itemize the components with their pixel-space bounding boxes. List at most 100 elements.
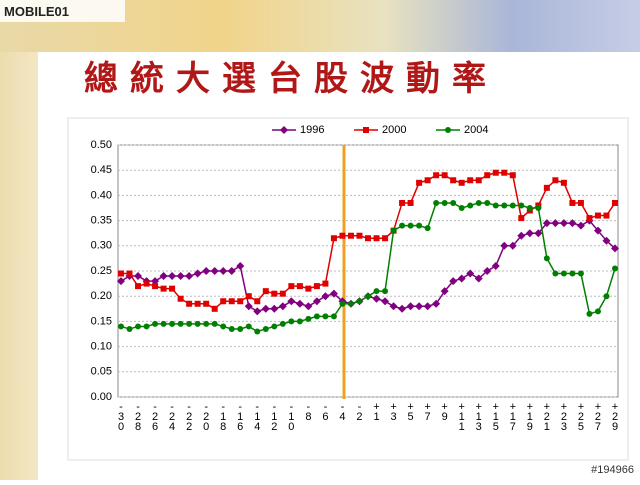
marker [143, 280, 150, 287]
marker [185, 272, 194, 281]
marker [526, 205, 533, 211]
marker [612, 265, 618, 272]
marker [586, 215, 593, 222]
marker [433, 199, 440, 206]
marker [491, 261, 500, 270]
marker [603, 212, 610, 219]
marker [424, 177, 431, 184]
x-tick-label: -24 [166, 401, 178, 431]
marker [382, 235, 389, 242]
x-tick-label: +29 [609, 401, 621, 431]
marker [586, 310, 593, 317]
marker [560, 270, 567, 277]
x-tick-label: -18 [217, 401, 229, 431]
marker [244, 302, 253, 311]
marker [312, 297, 321, 306]
x-tick-label: +9 [439, 401, 451, 421]
marker [347, 300, 354, 307]
chart-area [67, 117, 629, 461]
marker [445, 127, 451, 133]
marker [296, 283, 303, 290]
x-tick-label: -12 [268, 401, 280, 431]
marker [194, 320, 201, 327]
marker [169, 285, 176, 292]
marker [220, 298, 227, 305]
marker [295, 299, 304, 308]
x-tick-label: +25 [575, 401, 587, 431]
marker [518, 215, 525, 222]
marker [509, 172, 516, 179]
x-tick-label: -14 [251, 401, 263, 431]
y-tick-label: 0.20 [91, 290, 112, 302]
marker [552, 270, 559, 277]
marker [151, 277, 160, 286]
marker [484, 199, 491, 206]
marker [449, 277, 458, 286]
marker [492, 169, 499, 176]
marker [577, 199, 584, 206]
marker [118, 323, 124, 330]
marker [134, 272, 143, 281]
x-tick-label: -16 [234, 401, 246, 431]
y-tick-label: 0.50 [91, 139, 112, 151]
marker [543, 255, 550, 262]
y-tick-label: 0.35 [91, 215, 112, 227]
marker [152, 283, 159, 290]
y-tick-label: 0.40 [91, 189, 112, 201]
marker [330, 235, 337, 242]
logo-bg [0, 0, 125, 22]
marker [467, 177, 474, 184]
marker [262, 288, 269, 295]
legend-label: 2004 [464, 124, 488, 136]
x-tick-label: +23 [558, 401, 570, 431]
marker [500, 241, 509, 250]
marker [441, 199, 448, 206]
marker [287, 297, 296, 306]
legend-label: 1996 [300, 124, 324, 136]
marker [262, 325, 269, 332]
marker [560, 179, 567, 186]
marker [227, 267, 236, 275]
marker [271, 290, 278, 297]
x-tick-label: +21 [541, 401, 553, 431]
marker [603, 293, 610, 300]
marker [220, 323, 227, 330]
marker [612, 199, 618, 206]
marker [279, 290, 286, 297]
marker [117, 277, 125, 286]
x-tick-label: -20 [200, 401, 212, 431]
marker [143, 323, 150, 330]
marker [518, 202, 525, 209]
marker [254, 328, 261, 335]
marker [365, 293, 371, 300]
marker [457, 274, 466, 283]
marker [126, 270, 133, 277]
x-tick-label: +19 [524, 401, 536, 431]
side-strip [0, 0, 38, 480]
marker [551, 219, 560, 228]
y-tick-label: 0.15 [91, 315, 112, 327]
marker [543, 184, 550, 191]
marker [288, 318, 295, 325]
marker [406, 302, 415, 311]
marker [211, 320, 218, 327]
x-tick-label: +7 [422, 401, 434, 421]
y-tick-label: 0.10 [91, 341, 112, 353]
x-tick-label: -30 [115, 401, 127, 431]
marker [474, 274, 483, 283]
marker [568, 219, 577, 228]
legend-label: 2000 [382, 124, 406, 136]
marker [152, 320, 159, 327]
marker [475, 177, 482, 184]
marker [177, 295, 184, 302]
marker [288, 283, 295, 290]
marker [330, 313, 337, 320]
marker [347, 232, 354, 239]
marker [236, 261, 245, 270]
marker [135, 323, 142, 330]
x-tick-label: +13 [473, 401, 485, 431]
marker [313, 283, 320, 290]
marker [159, 272, 168, 281]
x-tick-label: -26 [149, 401, 161, 431]
